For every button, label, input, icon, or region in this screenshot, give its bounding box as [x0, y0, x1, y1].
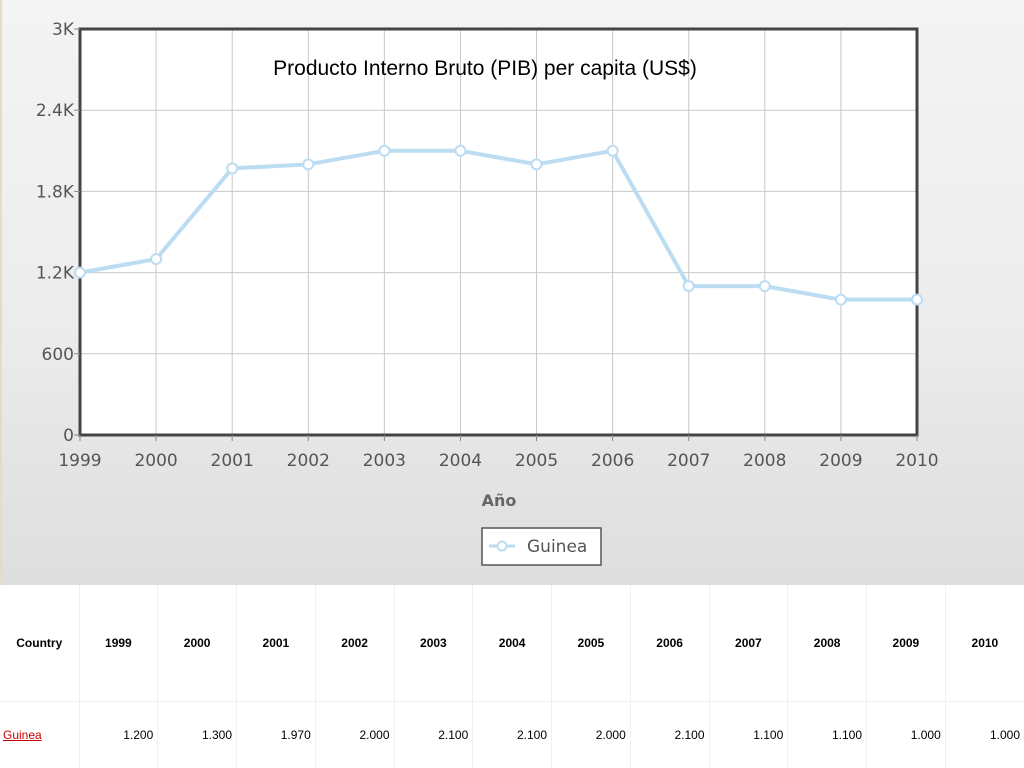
value-cell: 2.100 [394, 701, 474, 768]
x-tick-label: 2000 [134, 451, 177, 471]
chart-panel: 0 600 1.2K 1.8K 2.4K 3K 1999 2000 2001 2002 2003 2… [0, 0, 1024, 585]
value-cell: 1.970 [236, 701, 316, 768]
x-axis-title: Año [482, 491, 517, 510]
column-header-year: 2006 [630, 585, 710, 702]
column-header-year: 2005 [551, 585, 631, 702]
y-tick-label: 600 [42, 345, 74, 365]
value-cell: 2.100 [630, 701, 710, 768]
table-row: Guinea 1.200 1.300 1.970 2.000 2.100 2.100 2.0… [0, 701, 1024, 768]
series-layer [74, 144, 923, 306]
value-cell: 1.100 [709, 701, 789, 768]
y-tick-label: 1.8K [36, 182, 75, 202]
column-header-year: 2001 [236, 585, 316, 702]
data-point[interactable] [682, 280, 695, 293]
column-header-year: 2008 [787, 585, 867, 702]
column-header-year: 1999 [79, 585, 159, 702]
value-cell: 1.300 [157, 701, 237, 768]
series-line-guinea [79, 148, 917, 302]
data-table: Country 1999 2000 2001 2002 2003 2004 2005 2006 2… [0, 585, 1024, 768]
data-point[interactable] [150, 253, 163, 266]
data-point[interactable] [530, 158, 543, 171]
country-cell: Guinea [0, 701, 80, 768]
x-tick-label: 2001 [211, 451, 254, 471]
y-tick-label: 0 [63, 426, 74, 446]
column-header-year: 2009 [866, 585, 946, 702]
plot-frame [78, 27, 919, 437]
y-tick-label: 1.2K [36, 264, 75, 284]
column-header-year: 2000 [157, 585, 237, 702]
x-tick-label: 2005 [515, 451, 558, 471]
column-header-year: 2003 [394, 585, 474, 702]
y-tick-label: 3K [52, 20, 75, 40]
value-cell: 2.000 [551, 701, 631, 768]
column-header-year: 2002 [315, 585, 395, 702]
chart-title: Producto Interno Bruto (PIB) per capita … [273, 57, 697, 80]
column-header-year: 2007 [709, 585, 789, 702]
data-point[interactable] [758, 280, 771, 293]
legend-label-guinea: Guinea [527, 537, 587, 557]
data-point[interactable] [302, 158, 315, 171]
column-header-year: 2010 [945, 585, 1024, 702]
data-point[interactable] [911, 293, 923, 306]
value-cell: 2.100 [472, 701, 552, 768]
plot-background [80, 29, 917, 435]
data-point[interactable] [74, 266, 86, 279]
x-tick-label: 2007 [667, 451, 710, 471]
line-chart: 0 600 1.2K 1.8K 2.4K 3K 1999 2000 2001 2002 2003 2… [36, 20, 939, 566]
value-cell: 2.000 [315, 701, 395, 768]
x-tick-label: 2009 [819, 451, 862, 471]
column-header-year: 2004 [472, 585, 552, 702]
value-cell: 1.200 [79, 701, 159, 768]
column-header-country: Country [0, 585, 80, 702]
y-axis-ticks: 0 600 1.2K 1.8K 2.4K 3K [36, 20, 80, 446]
legend-marker-swatch [496, 540, 508, 552]
legend[interactable]: Guinea [481, 527, 602, 566]
value-cell: 1.000 [989, 728, 1020, 742]
country-link[interactable]: Guinea [3, 728, 42, 742]
value-cell: 1.100 [787, 701, 867, 768]
x-axis-ticks: 1999 2000 2001 2002 2003 2004 2005 2006 2007 2008… [58, 435, 939, 471]
x-tick-label: 1999 [58, 451, 101, 471]
data-point[interactable] [226, 162, 239, 175]
table-header-row: Country 1999 2000 2001 2002 2003 2004 2005 2006 2… [0, 585, 1024, 702]
data-point[interactable] [834, 293, 847, 306]
x-tick-label: 2006 [591, 451, 634, 471]
data-point[interactable] [454, 144, 467, 157]
value-cell: 1.000 [866, 701, 946, 768]
x-tick-label: 2010 [895, 451, 938, 471]
x-tick-label: 2004 [439, 451, 482, 471]
x-tick-label: 2008 [743, 451, 786, 471]
x-tick-label: 2003 [363, 451, 406, 471]
x-tick-label: 2002 [287, 451, 330, 471]
data-point[interactable] [606, 144, 619, 157]
data-point[interactable] [378, 144, 391, 157]
y-tick-label: 2.4K [36, 101, 75, 121]
